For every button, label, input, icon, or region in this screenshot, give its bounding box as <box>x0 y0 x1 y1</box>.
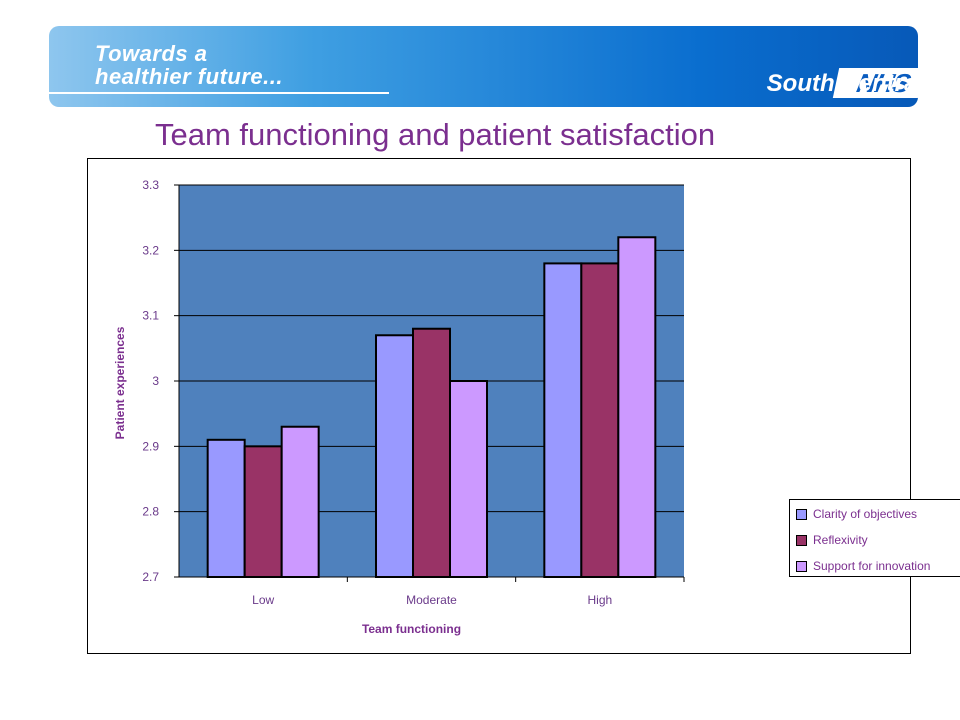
legend-swatch-reflexivity <box>796 534 807 546</box>
chart-frame: 2.7 2.8 2.9 3 3.1 3.2 3.3 Low Moderate High Team f… <box>87 158 960 654</box>
y-tick-label: 2.8 <box>142 505 159 519</box>
x-axis-title: Team functioning <box>362 622 461 636</box>
bar-clarity <box>375 334 414 578</box>
y-tick-label: 2.9 <box>142 439 159 453</box>
x-tick-label: Low <box>252 593 274 607</box>
bar-reflexivity <box>412 327 451 578</box>
tagline: Towards a healthier future... <box>95 42 283 88</box>
y-tick-label: 3.1 <box>142 309 159 323</box>
page-title: Team functioning and patient satisfactio… <box>155 117 716 152</box>
region-name: South Central <box>766 70 924 97</box>
tagline-underline <box>49 92 389 94</box>
header-banner: Towards a healthier future... NHS <box>49 26 918 107</box>
bar-innovation <box>280 425 320 578</box>
bar-clarity <box>206 438 246 578</box>
tagline-line1: Towards a <box>95 41 208 66</box>
bar-chart: 2.7 2.8 2.9 3 3.1 3.2 3.3 Low Moderate High Team f… <box>113 178 685 636</box>
bar-reflexivity <box>243 445 283 579</box>
legend-item-clarity: Clarity of objectives <box>796 507 917 521</box>
y-tick-label: 3 <box>152 374 159 388</box>
y-tick-label: 3.2 <box>142 243 159 257</box>
legend-swatch-clarity <box>796 508 807 520</box>
legend-item-reflexivity: Reflexivity <box>796 533 868 547</box>
bar-innovation <box>617 236 657 579</box>
legend-label-clarity: Clarity of objectives <box>813 507 918 521</box>
legend-swatch-innovation <box>796 560 807 572</box>
bar-reflexivity <box>580 262 620 579</box>
x-tick-label: High <box>587 593 612 607</box>
x-tick-label: Moderate <box>406 593 457 607</box>
legend-item-innovation: Support for innovation <box>796 559 930 573</box>
y-tick-label: 3.3 <box>142 178 159 192</box>
bar-clarity <box>543 262 583 579</box>
chart-legend: Clarity of objectives Reflexivity Suppor… <box>789 499 960 577</box>
legend-label-innovation: Support for innovation <box>813 559 931 573</box>
legend-label-reflexivity: Reflexivity <box>813 533 868 547</box>
bar-innovation <box>449 380 488 578</box>
tagline-line2: healthier future... <box>95 64 283 89</box>
y-tick-label: 2.7 <box>142 570 159 584</box>
y-axis-title: Patient experiences <box>113 326 127 439</box>
